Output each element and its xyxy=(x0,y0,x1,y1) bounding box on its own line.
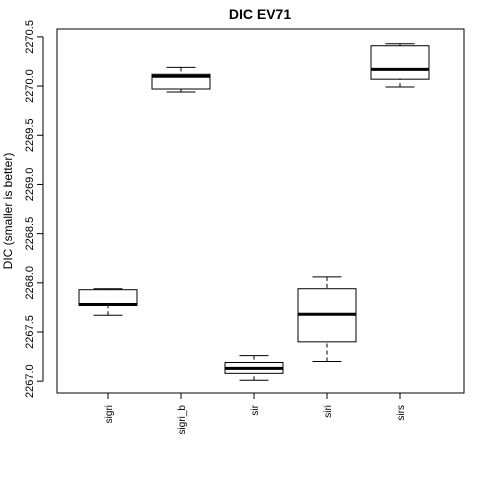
x-tick-label: sigri xyxy=(104,405,115,423)
x-tick-label: sirs xyxy=(396,405,407,421)
y-tick-label: 2267.5 xyxy=(24,315,36,349)
y-tick-label: 2269.0 xyxy=(24,168,36,202)
y-axis-label: DIC (smaller is better) xyxy=(1,153,15,270)
box xyxy=(370,45,430,80)
y-tick-label: 2267.0 xyxy=(24,364,36,398)
chart-title: DIC EV71 xyxy=(229,6,291,22)
y-tick-label: 2270.0 xyxy=(24,69,36,103)
y-tick-label: 2268.5 xyxy=(24,217,36,251)
y-tick-label: 2270.5 xyxy=(24,20,36,54)
x-tick-label: sigri_b xyxy=(177,405,188,435)
x-tick-label: siri xyxy=(323,405,334,418)
x-tick-label: sir xyxy=(250,404,261,415)
y-tick-label: 2268.0 xyxy=(24,266,36,300)
box xyxy=(151,73,211,90)
plot-frame xyxy=(56,28,465,394)
y-tick-label: 2269.5 xyxy=(24,118,36,152)
